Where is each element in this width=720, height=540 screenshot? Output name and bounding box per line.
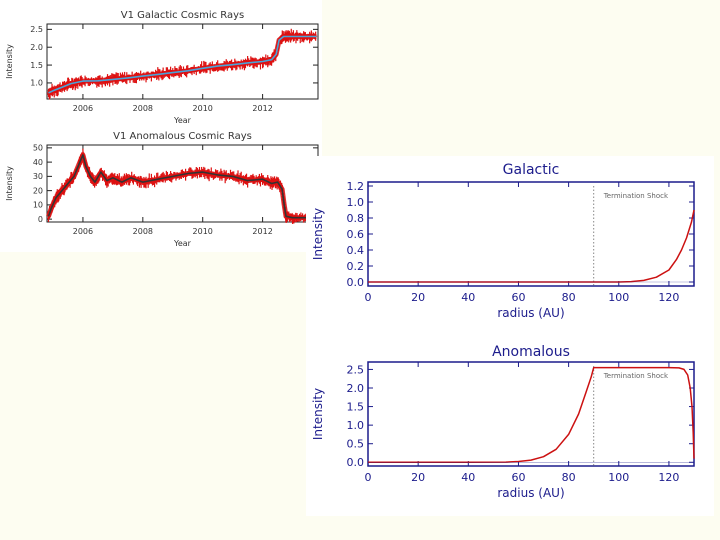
x-tick-label: 2012 [252, 104, 272, 113]
termination-shock-label: Termination Shock [603, 372, 669, 380]
model-curve [368, 209, 695, 283]
x-axis-label: Year [173, 239, 192, 248]
x-tick-label: 20 [411, 471, 425, 484]
chart-title: Galactic [503, 162, 560, 178]
y-tick-label: 0.6 [347, 228, 365, 241]
y-tick-label: 2.0 [30, 43, 43, 52]
y-axis-label: Intensity [5, 44, 14, 79]
x-tick-label: 60 [511, 471, 525, 484]
y-tick-label: 0.0 [347, 276, 365, 289]
y-tick-label: 1.0 [347, 196, 365, 209]
right-panel: Galactic 0 20 40 60 80 100 120 0.0 0.2 0.4 0.6 0.8 1.… [306, 156, 714, 516]
x-tick-label: 100 [608, 291, 629, 304]
chart-anomalous-model: Anomalous 0 20 40 60 80 100 120 0.0 0.5 1.0 1.5 2.0 2… [311, 344, 695, 500]
x-tick-label: 0 [365, 291, 372, 304]
x-axis-label: Year [173, 116, 192, 125]
y-tick-label: 20 [33, 186, 43, 195]
x-tick-label: 2012 [252, 227, 272, 236]
y-tick-label: 0.5 [347, 438, 365, 451]
x-tick-label: 40 [461, 291, 475, 304]
y-tick-label: 10 [33, 201, 43, 210]
y-tick-label: 40 [33, 158, 43, 167]
x-tick-label: 2006 [73, 227, 93, 236]
plot-frame [367, 361, 695, 467]
y-axis-label: Intensity [311, 208, 325, 260]
y-tick-label: 0 [38, 215, 43, 224]
y-axis-label: Intensity [5, 166, 14, 201]
x-tick-label: 60 [511, 291, 525, 304]
x-tick-label: 0 [365, 471, 372, 484]
chart-title: V1 Anomalous Cosmic Rays [113, 131, 252, 142]
model-curve [368, 366, 695, 464]
x-tick-label: 2010 [193, 227, 213, 236]
x-tick-label: 2008 [133, 227, 153, 236]
y-tick-label: 1.0 [30, 79, 43, 88]
y-tick-label: 0.8 [347, 212, 365, 225]
x-axis-label: radius (AU) [497, 306, 564, 320]
y-tick-label: 0.2 [347, 260, 365, 273]
y-tick-label: 1.0 [347, 419, 365, 432]
y-tick-label: 1.5 [30, 61, 43, 70]
x-tick-label: 80 [562, 291, 576, 304]
y-tick-label: 0.0 [347, 456, 365, 469]
y-axis-label: Intensity [311, 388, 325, 440]
fit-line [47, 154, 317, 219]
x-tick-label: 100 [608, 471, 629, 484]
chart-title: Anomalous [492, 344, 570, 360]
left-panel: V1 Galactic Cosmic Rays 2006 2008 2010 2012 1… [0, 0, 322, 252]
x-tick-label: 2006 [73, 104, 93, 113]
y-tick-label: 0.4 [347, 244, 365, 257]
chart-v1-galactic-cosmic-rays: V1 Galactic Cosmic Rays 2006 2008 2010 2012 1… [5, 10, 319, 125]
x-tick-label: 80 [562, 471, 576, 484]
termination-shock-label: Termination Shock [603, 192, 669, 200]
x-tick-label: 2010 [193, 104, 213, 113]
x-tick-label: 2008 [133, 104, 153, 113]
plot-frame [46, 23, 319, 100]
x-tick-label: 120 [658, 471, 679, 484]
y-tick-label: 50 [33, 144, 43, 153]
chart-galactic-model: Galactic 0 20 40 60 80 100 120 0.0 0.2 0.4 0.6 0.8 1.… [311, 162, 695, 320]
y-tick-label: 1.2 [347, 180, 365, 193]
x-tick-label: 120 [658, 291, 679, 304]
y-tick-label: 1.5 [347, 400, 365, 413]
fit-line [48, 35, 317, 94]
y-tick-label: 30 [33, 172, 43, 181]
chart-title: V1 Galactic Cosmic Rays [121, 10, 245, 21]
y-tick-label: 2.5 [30, 25, 43, 34]
x-tick-label: 40 [461, 471, 475, 484]
x-axis-label: radius (AU) [497, 486, 564, 500]
y-tick-label: 2.5 [347, 363, 365, 376]
y-tick-label: 2.0 [347, 382, 365, 395]
x-tick-label: 20 [411, 291, 425, 304]
